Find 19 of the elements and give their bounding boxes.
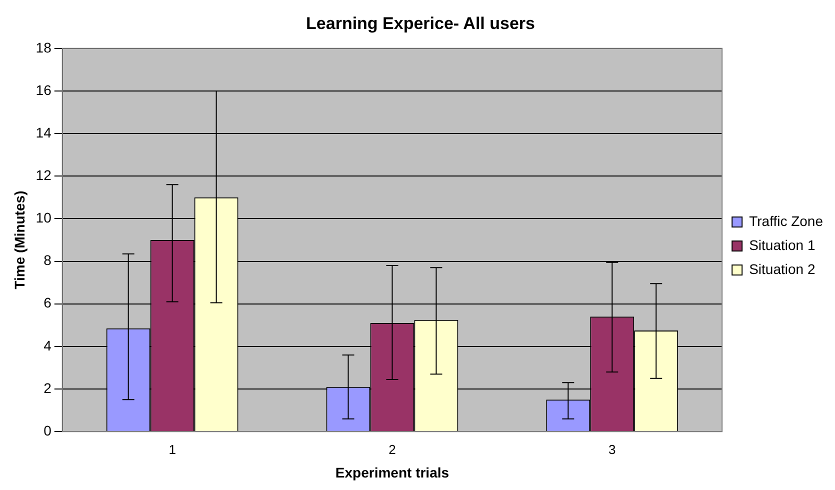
y-tick-label: 4	[44, 337, 52, 354]
x-tick-label: 2	[388, 442, 396, 457]
y-tick-label: 8	[44, 252, 52, 268]
y-tick-label: 2	[44, 380, 52, 396]
legend-label: Traffic Zone	[749, 212, 824, 229]
x-tick-label: 3	[608, 442, 616, 457]
y-tick-label: 18	[36, 39, 52, 56]
y-tick-label: 0	[44, 422, 52, 438]
legend-label: Situation 2	[749, 260, 816, 277]
x-tick-label: 1	[168, 442, 176, 457]
y-tick-label: 12	[36, 166, 52, 183]
y-tick-label: 16	[36, 82, 52, 98]
legend-label: Situation 1	[749, 236, 816, 253]
chart-title: Learning Experice- All users	[306, 14, 535, 33]
y-tick-label: 10	[36, 210, 52, 226]
y-axis-title: Time (Minutes)	[11, 190, 28, 290]
x-axis-title: Experiment trials	[335, 464, 450, 480]
y-tick-label: 14	[36, 124, 52, 140]
y-tick-label: 6	[44, 294, 52, 311]
